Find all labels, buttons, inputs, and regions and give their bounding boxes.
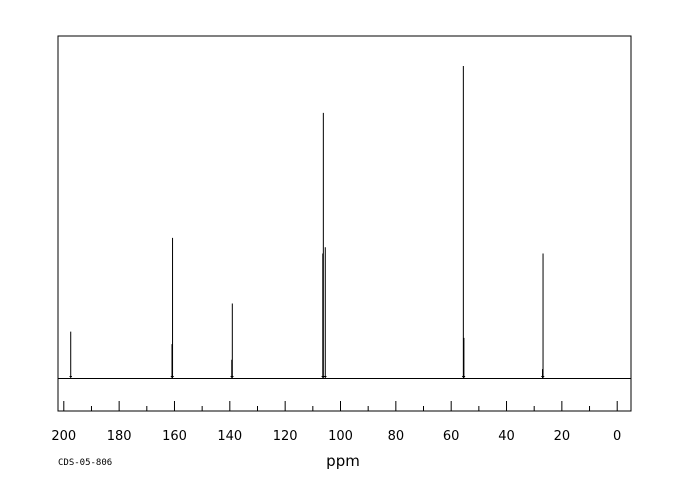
- x-tick-label: 80: [388, 429, 405, 444]
- spectrum-id-code: CDS-05-806: [58, 458, 112, 468]
- x-tick-label: 160: [162, 429, 187, 444]
- x-tick-label: 140: [217, 429, 242, 444]
- x-axis-ticks: [63, 401, 618, 411]
- x-tick-label: 40: [498, 429, 515, 444]
- x-axis-tick-labels: 200 180 160 140 120 100 80 60 40 20 0: [51, 429, 621, 444]
- x-axis-title: ppm: [326, 452, 360, 470]
- x-tick-label: 60: [443, 429, 460, 444]
- x-tick-label: 200: [51, 429, 76, 444]
- x-tick-label: 120: [273, 429, 298, 444]
- peaks-layer: [69, 66, 545, 379]
- x-tick-label: 100: [328, 429, 353, 444]
- plot-frame: [57, 35, 632, 412]
- x-tick-label: 20: [554, 429, 571, 444]
- x-tick-label: 0: [613, 429, 621, 444]
- x-tick-label: 180: [107, 429, 132, 444]
